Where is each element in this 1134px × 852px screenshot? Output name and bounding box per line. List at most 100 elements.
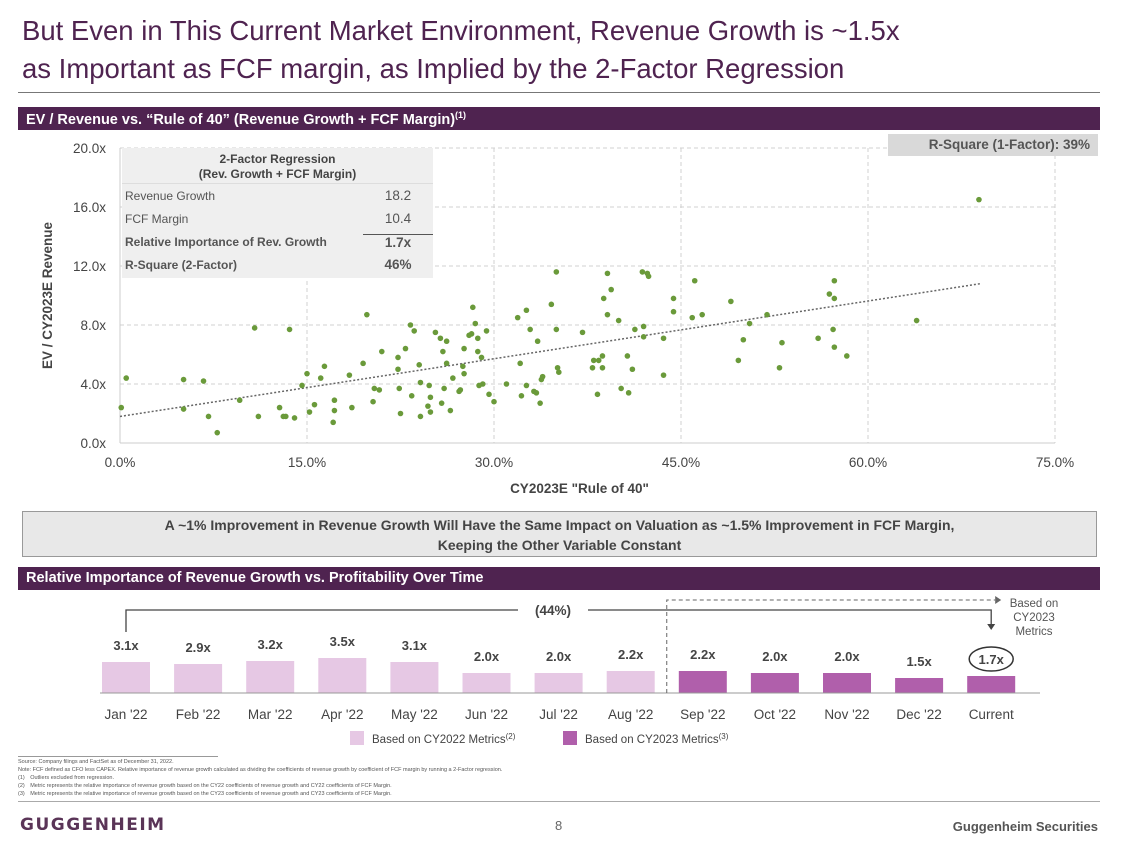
data-point (370, 398, 376, 405)
change-annotation: (44%) (535, 603, 571, 618)
bar-value-label: 3.1x (402, 638, 428, 653)
data-point (608, 286, 614, 293)
data-point (311, 401, 318, 408)
guggenheim-logo: GUGGENHEIM (20, 815, 166, 835)
x-tick-label: 30.0% (475, 455, 513, 470)
data-point (660, 372, 667, 378)
data-point (618, 385, 624, 392)
data-point (594, 391, 601, 398)
bar-value-label: 2.2x (618, 647, 644, 662)
data-point (395, 354, 401, 361)
x-tick-label: 60.0% (849, 455, 887, 470)
data-point (514, 314, 521, 321)
data-point (844, 353, 850, 359)
x-tick-label: 0.0% (105, 455, 136, 470)
data-point (599, 364, 606, 371)
bar-value-label: 1.7x (979, 652, 1005, 667)
data-point (474, 335, 481, 342)
data-point (299, 382, 305, 389)
data-point (639, 269, 646, 275)
category-label: Jan '22 (104, 707, 147, 722)
bar (102, 662, 150, 693)
footnote-divider (18, 756, 218, 757)
data-point (425, 403, 431, 409)
data-point (438, 400, 445, 406)
data-point (553, 326, 560, 333)
data-point (831, 344, 838, 350)
bar-chart: 3.1x Jan '22 2.9x Feb '22 3.2x Mar '22 3.5x Apr… (100, 596, 1059, 746)
data-point (615, 317, 622, 324)
bar (246, 661, 295, 693)
row-label: R-Square (2-Factor) (125, 257, 238, 272)
page-number: 8 (555, 818, 563, 833)
data-point (815, 335, 821, 342)
data-point (460, 363, 466, 370)
row-label: FCF Margin (125, 211, 189, 226)
data-point (180, 406, 187, 412)
bar (390, 662, 439, 693)
data-point (255, 413, 262, 420)
footnote-ref: (1) (455, 110, 467, 120)
data-point (396, 385, 403, 392)
data-point (321, 363, 328, 370)
data-point (440, 348, 446, 355)
table-row: FCF Margin 10.4 (122, 207, 433, 230)
data-point (402, 345, 409, 352)
y-axis-label: EV / CY2023E Revenue (40, 221, 55, 369)
data-point (589, 364, 596, 371)
data-point (776, 364, 783, 371)
title-line-1: But Even in This Current Market Environm… (22, 15, 900, 46)
data-point (304, 370, 310, 377)
data-point (457, 387, 464, 393)
data-point (443, 338, 450, 345)
data-point (548, 301, 555, 308)
data-point (670, 295, 677, 302)
bar (895, 678, 944, 693)
bar-value-label: 3.1x (113, 638, 139, 653)
data-point (645, 273, 652, 280)
data-point (427, 409, 434, 415)
data-point (437, 335, 444, 342)
data-point (427, 394, 434, 401)
x-tick-label: 45.0% (662, 455, 700, 470)
row-label: Relative Importance of Rev. Growth (125, 234, 327, 249)
data-point (349, 404, 355, 411)
table-title: 2-Factor Regression (219, 152, 336, 166)
side-note-line: Based on (1010, 598, 1059, 610)
callout-box: A ~1% Improvement in Revenue Growth Will… (22, 511, 1097, 557)
data-point (417, 413, 424, 420)
category-label: Feb '22 (176, 707, 221, 722)
bar-value-label: 2.0x (834, 649, 860, 664)
data-point (689, 314, 696, 321)
data-point (379, 348, 385, 355)
bar-value-label: 2.2x (690, 647, 716, 662)
footnote: Note: FCF defined as CFO less CAPEX. Rel… (18, 767, 503, 773)
section-header-label: EV / Revenue vs. “Rule of 40” (Revenue G… (26, 111, 456, 128)
scatter-chart: 0.0% 15.0% 30.0% 45.0% 60.0% 75.0% 0.0x 4.0x 8.0… (40, 141, 1074, 496)
data-point (205, 413, 212, 420)
x-tick-label: 75.0% (1036, 455, 1074, 470)
data-point (826, 291, 833, 297)
y-tick-label: 8.0x (80, 318, 106, 333)
data-point (699, 311, 705, 318)
category-label: Current (969, 707, 1014, 722)
slide-title: But Even in This Current Market Environm… (22, 12, 1122, 88)
data-point (461, 370, 467, 377)
data-point (468, 331, 475, 337)
data-point (533, 390, 540, 396)
data-point (640, 334, 647, 340)
category-label: Sep '22 (680, 707, 725, 722)
data-point (537, 400, 543, 406)
bar-value-label: 2.9x (185, 640, 211, 655)
data-point (283, 413, 289, 420)
bar-value-label: 2.0x (474, 649, 500, 664)
data-point (779, 339, 785, 346)
regression-table-header: 2-Factor Regression (Rev. Growth + FCF Ma… (122, 148, 433, 184)
bar-value-label: 2.0x (546, 649, 572, 664)
bar-value-label: 1.5x (906, 654, 932, 669)
category-label: Aug '22 (608, 707, 653, 722)
arrow-icon (987, 624, 996, 630)
bar (534, 673, 583, 693)
data-point (376, 387, 383, 393)
category-label: Mar '22 (248, 707, 293, 722)
